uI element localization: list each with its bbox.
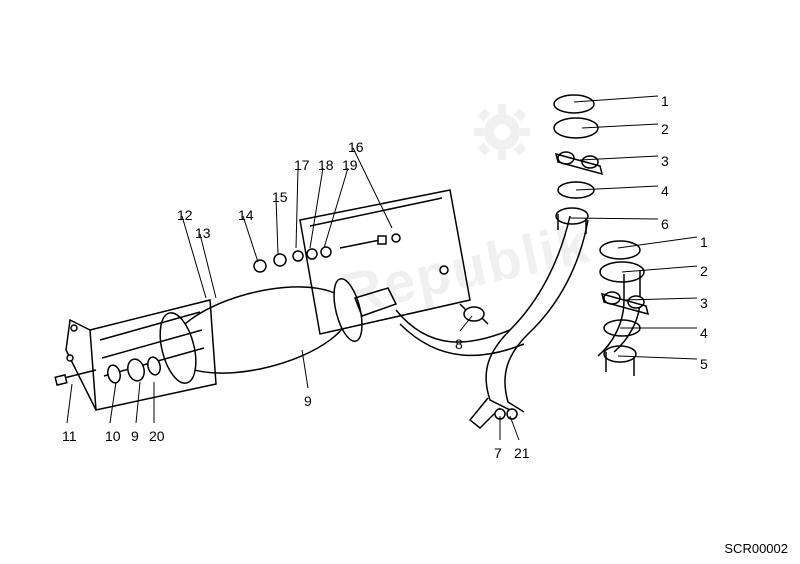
callout-2: 2 (700, 263, 708, 279)
leader-line (324, 168, 348, 248)
callout-3: 3 (700, 295, 708, 311)
callout-4: 4 (700, 325, 708, 341)
callout-3: 3 (661, 153, 669, 169)
callout-1: 1 (700, 234, 708, 250)
pipe-clamp (460, 304, 488, 324)
muffler-body (154, 271, 396, 389)
callout-5: 5 (700, 356, 708, 372)
leader-line (276, 198, 278, 254)
drawing-code-label: SCR00002 (724, 541, 788, 556)
leader-line (67, 384, 72, 423)
callout-15: 15 (272, 189, 288, 205)
callout-20: 20 (149, 428, 165, 444)
callout-8: 8 (455, 336, 463, 352)
callout-17: 17 (294, 157, 310, 173)
leader-line (582, 124, 658, 128)
leader-line (622, 266, 697, 272)
callout-6: 6 (661, 216, 669, 232)
leader-line (200, 234, 216, 298)
callout-18: 18 (318, 157, 334, 173)
callout-11: 11 (62, 428, 77, 444)
leader-line (302, 350, 308, 388)
exploded-drawing (0, 0, 800, 564)
callout-16: 16 (348, 139, 364, 155)
callout-9: 9 (131, 428, 139, 444)
callout-13: 13 (195, 225, 211, 241)
shield-fasteners (254, 236, 386, 272)
callout-10: 10 (105, 428, 121, 444)
callout-4: 4 (661, 183, 669, 199)
callout-12: 12 (177, 207, 193, 223)
leader-line (618, 356, 697, 359)
lower-nuts (495, 409, 517, 419)
callout-7: 7 (494, 445, 502, 461)
header-pipes (396, 216, 640, 428)
flange-stack-upper (554, 95, 602, 234)
leader-line (576, 186, 658, 190)
leader-line (136, 382, 140, 423)
callout-21: 21 (514, 445, 530, 461)
callout-9: 9 (304, 393, 312, 409)
callout-19: 19 (342, 157, 358, 173)
callout-1: 1 (661, 93, 669, 109)
leader-line (110, 382, 116, 423)
callout-2: 2 (661, 121, 669, 137)
diagram-canvas: Part Republik (0, 0, 800, 564)
leader-line (510, 416, 519, 440)
leader-line (310, 168, 323, 248)
leader-line (570, 218, 658, 219)
leader-line (296, 168, 298, 248)
callout-14: 14 (238, 207, 254, 223)
